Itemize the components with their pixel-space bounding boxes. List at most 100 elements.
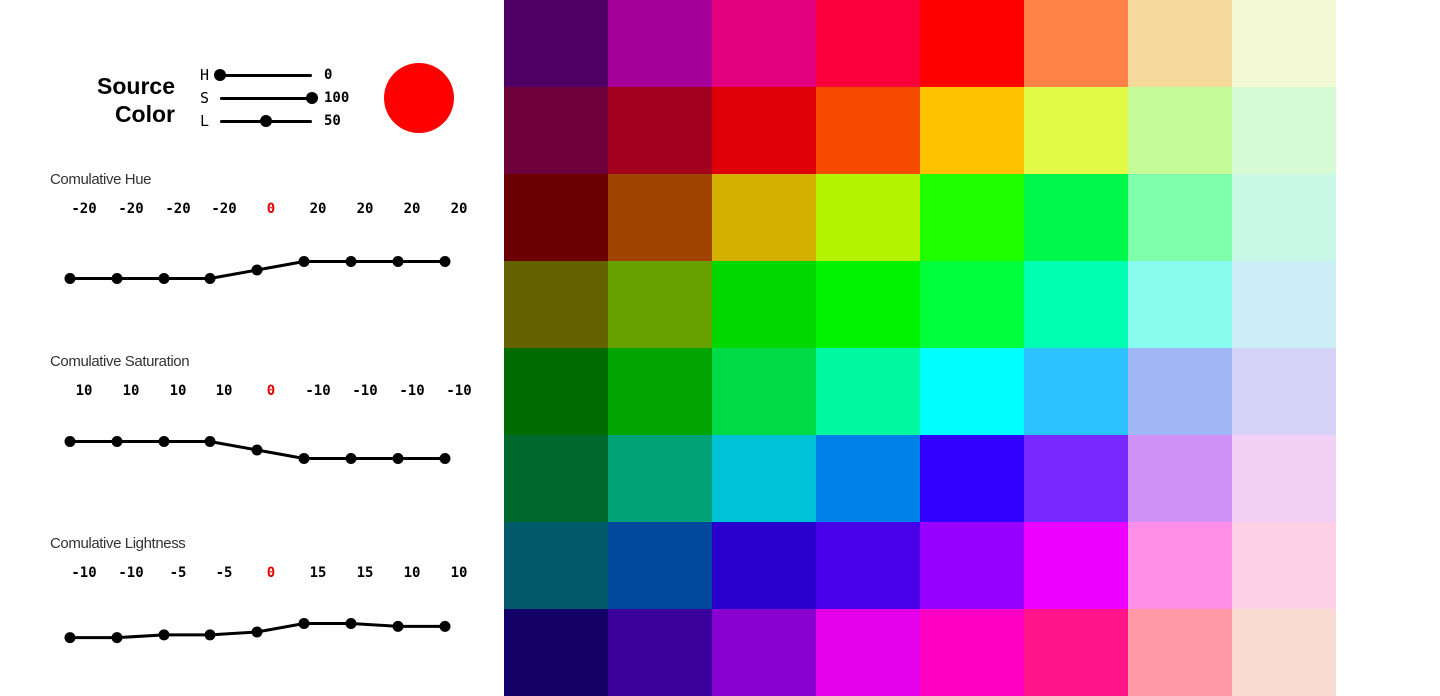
palette-cell-r7-c5[interactable] <box>1024 609 1128 696</box>
saturation-curve-point-7[interactable] <box>392 453 404 464</box>
lightness-slider-thumb[interactable] <box>260 115 272 127</box>
palette-cell-r7-c6[interactable] <box>1128 609 1232 696</box>
palette-cell-r6-c3[interactable] <box>816 522 920 609</box>
palette-cell-r6-c7[interactable] <box>1232 522 1336 609</box>
lightness-curve-point-1[interactable] <box>111 632 123 644</box>
palette-cell-r0-c0[interactable] <box>504 0 608 87</box>
palette-cell-r3-c7[interactable] <box>1232 261 1336 348</box>
palette-cell-r0-c3[interactable] <box>816 0 920 87</box>
saturation-slider-thumb[interactable] <box>306 92 318 104</box>
lightness-curve-point-0[interactable] <box>64 632 76 644</box>
hue-curve-point-3[interactable] <box>204 273 216 284</box>
palette-cell-r1-c1[interactable] <box>608 87 712 174</box>
palette-cell-r6-c0[interactable] <box>504 522 608 609</box>
palette-cell-r5-c6[interactable] <box>1128 435 1232 522</box>
lightness-curve-point-6[interactable] <box>345 618 357 629</box>
palette-cell-r0-c7[interactable] <box>1232 0 1336 87</box>
lightness-curve-point-5[interactable] <box>298 618 310 629</box>
palette-cell-r1-c2[interactable] <box>712 87 816 174</box>
saturation-curve-point-8[interactable] <box>439 453 451 464</box>
lightness-curve-point-8[interactable] <box>439 620 451 632</box>
palette-cell-r7-c1[interactable] <box>608 609 712 696</box>
palette-cell-r1-c3[interactable] <box>816 87 920 174</box>
saturation-curve-point-4[interactable] <box>251 444 263 456</box>
lightness-curve-point-4[interactable] <box>251 626 263 638</box>
palette-cell-r7-c0[interactable] <box>504 609 608 696</box>
hue-slider-thumb[interactable] <box>214 69 226 81</box>
palette-cell-r2-c3[interactable] <box>816 174 920 261</box>
lightness-values-row: -10 -10 -5 -5 0 15 15 10 10 <box>0 565 504 583</box>
palette-cell-r2-c6[interactable] <box>1128 174 1232 261</box>
saturation-curve-point-6[interactable] <box>345 453 357 464</box>
palette-cell-r5-c5[interactable] <box>1024 435 1128 522</box>
hue-curve-point-2[interactable] <box>158 273 170 284</box>
hue-curve-point-0[interactable] <box>64 273 76 284</box>
palette-cell-r2-c1[interactable] <box>608 174 712 261</box>
palette-cell-r0-c1[interactable] <box>608 0 712 87</box>
saturation-slider-track[interactable] <box>220 97 312 100</box>
palette-cell-r4-c3[interactable] <box>816 348 920 435</box>
palette-cell-r0-c5[interactable] <box>1024 0 1128 87</box>
palette-cell-r4-c6[interactable] <box>1128 348 1232 435</box>
palette-cell-r4-c4[interactable] <box>920 348 1024 435</box>
palette-cell-r1-c0[interactable] <box>504 87 608 174</box>
palette-cell-r6-c1[interactable] <box>608 522 712 609</box>
palette-cell-r4-c2[interactable] <box>712 348 816 435</box>
palette-cell-r4-c7[interactable] <box>1232 348 1336 435</box>
palette-cell-r1-c7[interactable] <box>1232 87 1336 174</box>
palette-cell-r5-c2[interactable] <box>712 435 816 522</box>
lightness-curve-point-2[interactable] <box>158 629 170 641</box>
hue-slider-track[interactable] <box>220 74 312 77</box>
lightness-slider-row: L 50 <box>200 111 370 131</box>
hue-curve-point-6[interactable] <box>345 256 357 267</box>
palette-cell-r0-c6[interactable] <box>1128 0 1232 87</box>
palette-cell-r4-c0[interactable] <box>504 348 608 435</box>
lightness-curve-point-3[interactable] <box>204 629 216 641</box>
palette-cell-r7-c3[interactable] <box>816 609 920 696</box>
palette-cell-r6-c2[interactable] <box>712 522 816 609</box>
lightness-curve-point-7[interactable] <box>392 620 404 632</box>
palette-cell-r5-c1[interactable] <box>608 435 712 522</box>
saturation-curve-point-1[interactable] <box>111 436 123 447</box>
palette-cell-r6-c4[interactable] <box>920 522 1024 609</box>
palette-cell-r5-c7[interactable] <box>1232 435 1336 522</box>
lightness-value-3: -5 <box>215 565 233 581</box>
palette-cell-r7-c4[interactable] <box>920 609 1024 696</box>
palette-cell-r4-c1[interactable] <box>608 348 712 435</box>
palette-cell-r2-c4[interactable] <box>920 174 1024 261</box>
palette-cell-r2-c0[interactable] <box>504 174 608 261</box>
palette-cell-r3-c4[interactable] <box>920 261 1024 348</box>
saturation-curve-point-3[interactable] <box>204 436 216 447</box>
palette-cell-r1-c6[interactable] <box>1128 87 1232 174</box>
palette-cell-r3-c2[interactable] <box>712 261 816 348</box>
palette-cell-r7-c2[interactable] <box>712 609 816 696</box>
palette-cell-r1-c5[interactable] <box>1024 87 1128 174</box>
right-margin <box>1336 0 1440 696</box>
palette-cell-r5-c4[interactable] <box>920 435 1024 522</box>
palette-cell-r5-c3[interactable] <box>816 435 920 522</box>
saturation-curve-point-2[interactable] <box>158 436 170 447</box>
palette-cell-r5-c0[interactable] <box>504 435 608 522</box>
palette-cell-r3-c5[interactable] <box>1024 261 1128 348</box>
palette-cell-r6-c5[interactable] <box>1024 522 1128 609</box>
hue-curve-point-8[interactable] <box>439 256 451 267</box>
palette-cell-r2-c7[interactable] <box>1232 174 1336 261</box>
palette-cell-r7-c7[interactable] <box>1232 609 1336 696</box>
hue-curve-point-5[interactable] <box>298 256 310 267</box>
saturation-curve-point-0[interactable] <box>64 436 76 447</box>
hue-curve-point-7[interactable] <box>392 256 404 267</box>
palette-cell-r3-c6[interactable] <box>1128 261 1232 348</box>
palette-cell-r6-c6[interactable] <box>1128 522 1232 609</box>
palette-cell-r4-c5[interactable] <box>1024 348 1128 435</box>
saturation-curve-point-5[interactable] <box>298 453 310 464</box>
hue-curve-point-4[interactable] <box>251 264 263 276</box>
palette-cell-r3-c0[interactable] <box>504 261 608 348</box>
palette-cell-r3-c3[interactable] <box>816 261 920 348</box>
palette-cell-r3-c1[interactable] <box>608 261 712 348</box>
palette-cell-r2-c5[interactable] <box>1024 174 1128 261</box>
palette-cell-r2-c2[interactable] <box>712 174 816 261</box>
palette-cell-r0-c4[interactable] <box>920 0 1024 87</box>
hue-curve-point-1[interactable] <box>111 273 123 284</box>
palette-cell-r0-c2[interactable] <box>712 0 816 87</box>
palette-cell-r1-c4[interactable] <box>920 87 1024 174</box>
